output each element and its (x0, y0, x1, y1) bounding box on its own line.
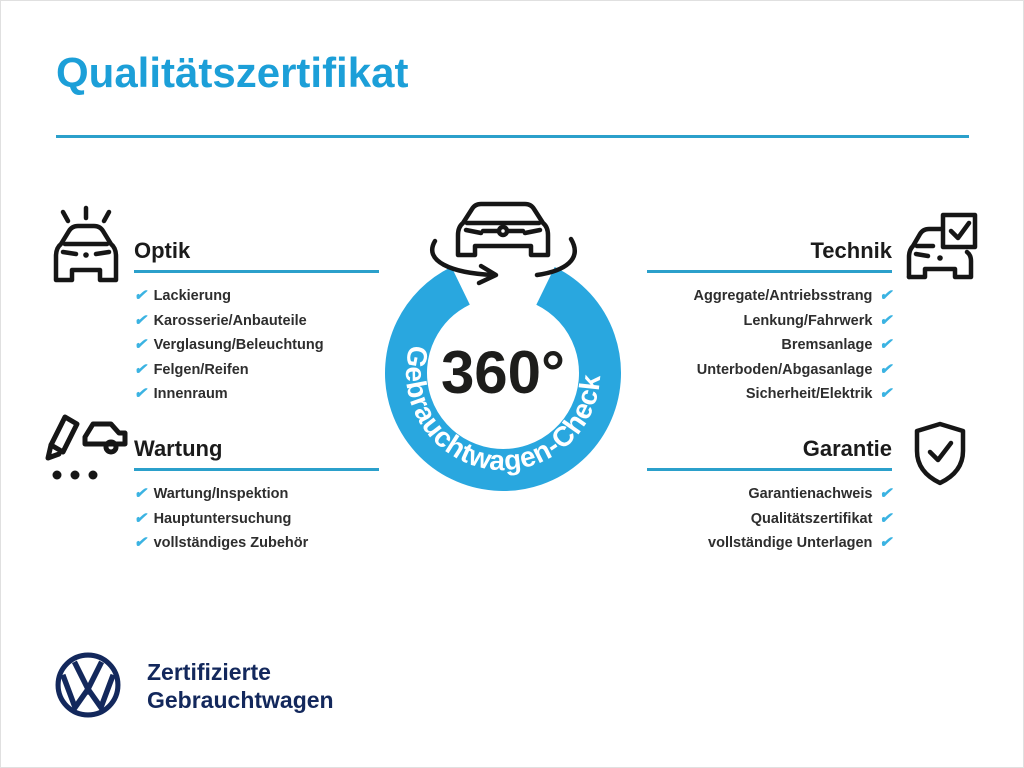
section-wartung-list: ✔ Wartung/Inspektion ✔ Hauptuntersuchung ✔… (134, 482, 379, 556)
section-optik-divider (134, 270, 379, 273)
page-title: Qualitätszertifikat (56, 49, 409, 96)
check-icon: ✔ (879, 385, 892, 402)
check-icon: ✔ (879, 485, 892, 502)
check-icon: ✔ (134, 385, 147, 402)
section-technik-title: Technik (810, 238, 892, 263)
check-item: ✔ Karosserie/Anbauteile (134, 309, 379, 334)
section-technik: Technik Aggregate/Antriebsstrang ✔ Lenkun… (592, 238, 892, 407)
360-check-badge: Gebrauchtwagen-Check 360° (356, 193, 648, 511)
brand-line-1: Zertifizierte (147, 659, 271, 685)
check-item: Lenkung/Fahrwerk ✔ (592, 309, 893, 334)
check-icon: ✔ (134, 311, 147, 329)
section-garantie-title: Garantie (802, 436, 892, 461)
check-icon: ✔ (134, 509, 147, 527)
check-item: Unterboden/Abgasanlage ✔ (592, 358, 892, 383)
section-garantie-divider (647, 468, 892, 471)
vw-logo (54, 651, 122, 719)
section-garantie: Garantie Garantienachweis ✔ Qualitätszert… (592, 436, 892, 556)
section-wartung-title: Wartung (134, 436, 223, 461)
section-technik-list: Aggregate/Antriebsstrang ✔ Lenkung/Fahrwe… (592, 284, 892, 407)
check-icon: ✔ (879, 336, 892, 353)
check-icon: ✔ (134, 485, 147, 502)
check-item: Sicherheit/Elektrik ✔ (592, 382, 892, 407)
car-checkbox-icon (903, 209, 981, 283)
check-item: Aggregate/Antriebsstrang ✔ (592, 284, 892, 309)
section-wartung: Wartung ✔ Wartung/Inspektion ✔ Hauptunters… (134, 436, 379, 556)
section-garantie-list: Garantienachweis ✔ Qualitätszertifikat ✔ v… (592, 482, 892, 556)
check-icon: ✔ (134, 534, 147, 551)
check-item: ✔ Verglasung/Beleuchtung (134, 333, 379, 358)
check-icon: ✔ (879, 534, 892, 551)
check-icon: ✔ (879, 311, 892, 329)
car-shine-icon (46, 204, 126, 288)
check-icon: ✔ (134, 336, 147, 353)
check-icon: ✔ (879, 360, 892, 378)
section-optik: Optik ✔ Lackierung ✔ Karosserie/Anbauteile… (134, 238, 379, 407)
check-item: Bremsanlage ✔ (592, 333, 892, 358)
check-item: ✔ Wartung/Inspektion (134, 482, 379, 507)
brand-text: Zertifizierte Gebrauchtwagen (147, 658, 334, 714)
check-item: ✔ Felgen/Reifen (134, 358, 379, 383)
shield-check-icon (911, 421, 969, 487)
check-item: ✔ Innenraum (134, 382, 379, 407)
check-item: ✔ vollständiges Zubehör (134, 531, 379, 556)
service-checklist-icon (41, 409, 133, 491)
check-item: vollständige Unterlagen ✔ (592, 531, 892, 556)
check-icon: ✔ (879, 509, 892, 527)
degree-label: 360° (441, 339, 565, 406)
360-ring: Gebrauchtwagen-Check 360° (385, 201, 621, 491)
section-optik-title: Optik (134, 238, 191, 263)
check-icon: ✔ (879, 287, 892, 304)
check-item: ✔ Lackierung (134, 284, 379, 309)
check-icon: ✔ (134, 360, 147, 378)
check-icon: ✔ (134, 287, 147, 304)
section-optik-list: ✔ Lackierung ✔ Karosserie/Anbauteile ✔ Verg… (134, 284, 379, 407)
check-item: ✔ Hauptuntersuchung (134, 507, 379, 532)
brand-line-2: Gebrauchtwagen (147, 687, 334, 713)
check-item: Qualitätszertifikat ✔ (592, 507, 892, 532)
header-divider (56, 135, 969, 138)
check-item: Garantienachweis ✔ (592, 482, 892, 507)
rotating-car-icon (430, 201, 578, 286)
section-wartung-divider (134, 468, 379, 471)
section-technik-divider (647, 270, 892, 273)
